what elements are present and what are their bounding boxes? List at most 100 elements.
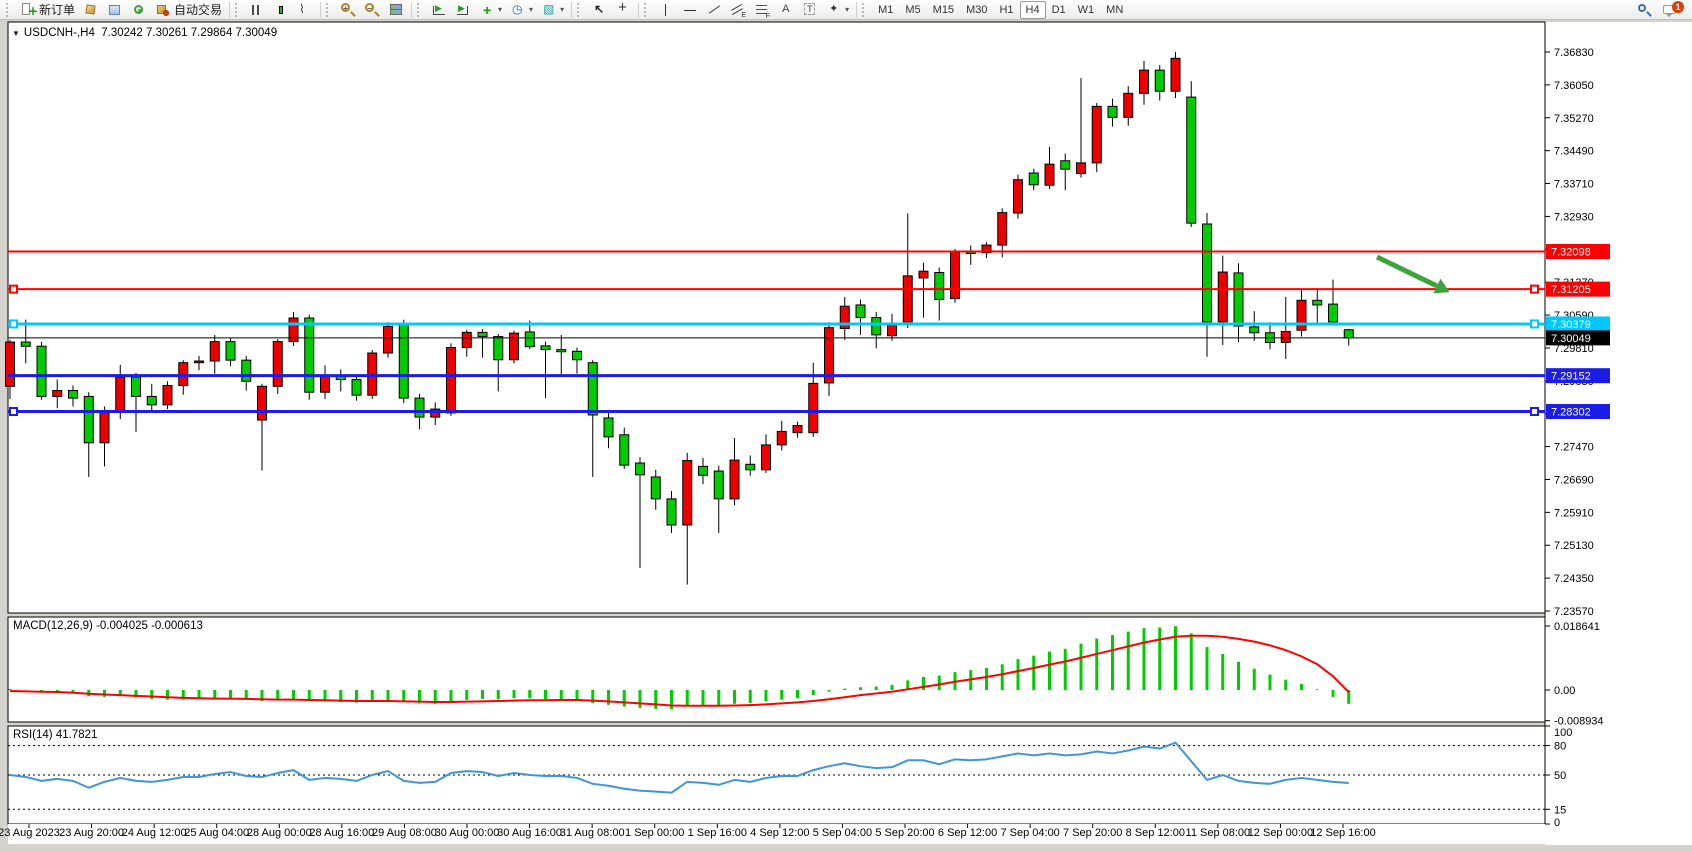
zoom-in-button[interactable] <box>336 0 360 20</box>
autotrade-icon <box>155 2 171 18</box>
time-tick-label: 7 Sep 20:00 <box>1063 827 1122 839</box>
search-icon[interactable] <box>1636 2 1652 18</box>
candle-down <box>556 349 567 353</box>
notifications-icon[interactable]: 1 <box>1662 0 1684 18</box>
candle-down <box>524 331 535 348</box>
timeframe-button-M1[interactable]: M1 <box>878 3 894 16</box>
toolbar-grip <box>862 2 869 17</box>
line-handle[interactable] <box>1530 407 1539 417</box>
macd-tick-label: 0.018641 <box>1554 621 1600 633</box>
price-level-label <box>1546 243 1610 259</box>
timeframe-button-M30[interactable]: M30 <box>966 3 988 16</box>
annotation-arrow-head[interactable] <box>1433 278 1450 294</box>
horizontal-line-button[interactable] <box>678 0 702 20</box>
line-handle[interactable] <box>9 284 18 294</box>
line-handle[interactable] <box>9 407 18 417</box>
candle-down <box>1028 172 1039 186</box>
market-watch-icon <box>83 2 99 18</box>
text-button[interactable] <box>774 0 798 20</box>
indicators-button[interactable]: ▾ <box>475 0 506 20</box>
fibonacci-button[interactable] <box>750 0 774 20</box>
time-tick-label: 7 Sep 04:00 <box>1000 827 1059 839</box>
line-handle[interactable] <box>1530 319 1539 329</box>
bar-chart-button[interactable] <box>245 0 269 20</box>
data-window-button[interactable] <box>103 0 127 20</box>
new-order-icon <box>20 2 38 18</box>
candle-down <box>650 476 661 500</box>
candle-up <box>776 430 787 446</box>
market-watch-button[interactable] <box>79 0 103 20</box>
macd-tick-label: 0.00 <box>1554 685 1575 697</box>
time-tick-label: 23 Aug 20:00 <box>59 827 124 839</box>
candle-up <box>1217 271 1228 323</box>
vertical-line-button[interactable] <box>654 0 678 20</box>
timeframe-button-M15[interactable]: M15 <box>932 3 955 16</box>
candle-down <box>1202 223 1212 323</box>
signals-button[interactable] <box>127 0 151 20</box>
candle-up <box>162 384 173 406</box>
time-tick-label: 4 Sep 12:00 <box>750 827 809 839</box>
candle-up <box>1296 299 1307 331</box>
candle-down <box>68 390 78 399</box>
line-chart-button[interactable] <box>293 0 317 20</box>
price-tick-label: 7.27470 <box>1554 442 1594 454</box>
auto-scroll-button[interactable] <box>427 0 451 20</box>
candle-up <box>1280 331 1291 343</box>
candle-down <box>20 341 31 347</box>
cursor-button[interactable] <box>587 0 611 20</box>
annotation-arrow[interactable] <box>1375 254 1439 289</box>
toolbar-grip <box>644 2 651 17</box>
candle-up <box>997 212 1008 246</box>
equidistant-channel-button[interactable] <box>726 0 750 20</box>
timeframe-button-M5[interactable]: M5 <box>905 3 921 16</box>
crosshair-button[interactable] <box>611 0 635 20</box>
arrows-button[interactable]: ▾ <box>822 0 853 20</box>
timeframe-button-MN[interactable]: MN <box>1106 3 1124 16</box>
symbol-title[interactable]: ▼ USDCNH-,H4 7.30242 7.30261 7.29864 7.30… <box>12 27 277 39</box>
price-axis-area <box>1545 22 1692 845</box>
zoom-out-button[interactable] <box>360 0 384 20</box>
candle-down <box>1107 105 1118 118</box>
time-tick-label: 30 Aug 16:00 <box>497 827 562 839</box>
time-tick-label: 5 Sep 04:00 <box>813 827 872 839</box>
candle-up <box>320 374 330 393</box>
toolbar-separator <box>638 1 640 18</box>
candle-down <box>225 341 236 361</box>
periods-button[interactable]: ▾ <box>506 0 537 20</box>
candle-up <box>509 332 519 361</box>
templates-button[interactable]: ▾ <box>537 0 568 20</box>
candle-up <box>918 270 929 279</box>
price-level-label-text: 7.30049 <box>1551 333 1591 345</box>
timeframe-button-D1[interactable]: D1 <box>1051 3 1066 16</box>
candle-down <box>1233 272 1244 327</box>
candle-up <box>1013 179 1023 214</box>
candle-up <box>887 324 897 337</box>
timeframe-button-H4[interactable]: H4 <box>1019 0 1046 19</box>
price-tick-label: 7.23570 <box>1554 606 1594 618</box>
candle-up <box>430 408 441 418</box>
candle-down <box>698 465 708 476</box>
zoom-in-icon <box>340 2 356 18</box>
tile-windows-button[interactable] <box>384 0 408 20</box>
autotrade-button[interactable]: 自动交易 <box>151 0 226 20</box>
chart-shift-button[interactable] <box>451 0 475 20</box>
toolbar-separator <box>320 1 322 18</box>
text-label-button[interactable] <box>798 0 822 20</box>
rsi-indicator-label: RSI(14) 41.7821 <box>13 729 98 741</box>
timeframe-button-W1[interactable]: W1 <box>1077 3 1095 16</box>
symbol-period-label: USDCNH-,H4 <box>23 27 95 39</box>
tile-windows-icon <box>388 2 404 18</box>
line-handle[interactable] <box>9 319 18 329</box>
timeframe-button-H1[interactable]: H1 <box>999 3 1014 16</box>
candle-chart-button[interactable] <box>269 0 293 20</box>
candle-down <box>713 470 724 500</box>
line-handle[interactable] <box>1530 284 1539 294</box>
trendline-button[interactable] <box>702 0 726 20</box>
macd-indicator-label: MACD(12,26,9) -0.004025 -0.000613 <box>13 620 203 632</box>
candle-up <box>5 341 15 387</box>
candle-up <box>257 385 267 421</box>
chart-window: 7.36830 7.36050 7.35270 7.34490 7.33710 7.329… <box>0 20 1692 852</box>
chart-shift-icon <box>455 2 471 18</box>
candle-up <box>288 317 299 343</box>
new-order-button[interactable]: 新订单 <box>16 0 79 20</box>
